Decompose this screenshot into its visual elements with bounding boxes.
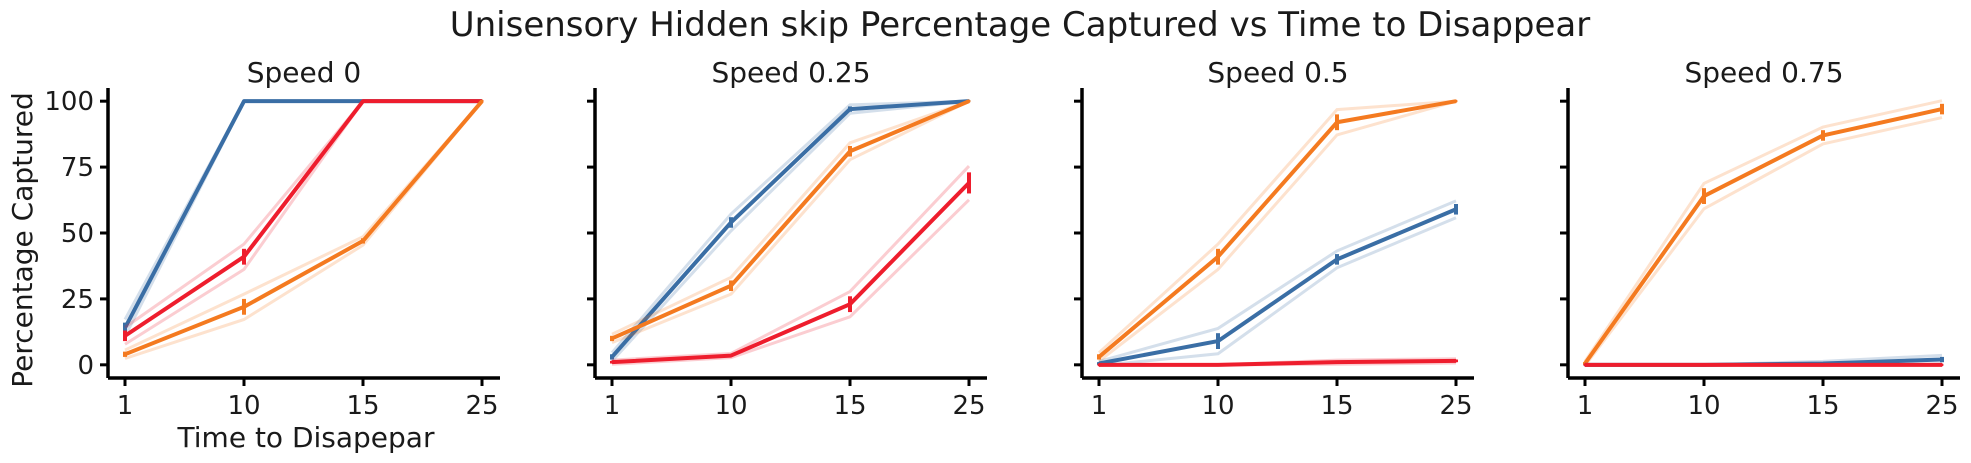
series-line [1097,99,1457,359]
chart-panel: Speed 0.25 1 10 15 25 [587,56,987,421]
data-point [123,352,127,356]
data-point [610,360,614,364]
series-band-upper [124,99,482,329]
series-band-lower [1098,216,1457,368]
data-point [361,99,365,103]
panels: Speed 0 0 25 50 75 100 1 10 15 25 Speed 0.25 1 10 15 2… [44,56,1960,421]
x-tick-label: 15 [1320,391,1353,421]
x-tick-label: 25 [952,391,985,421]
y-tick-label: 0 [77,351,94,381]
data-point [1216,255,1220,259]
x-tick-label: 10 [714,391,747,421]
series-band-lower [1098,99,1457,363]
data-point [1940,363,1944,367]
y-axis-label: Percentage Captured [6,92,39,388]
data-point [848,107,852,111]
x-tick-label: 10 [227,391,260,421]
data-point [610,336,614,340]
data-point [1821,133,1825,137]
series-line [124,99,484,357]
x-tick-label: 15 [833,391,866,421]
figure-title: Unisensory Hidden skip Percentage Captur… [450,5,1591,45]
x-tick-label: 1 [1577,391,1594,421]
series-band-upper [1097,99,1457,354]
x-tick-label: 25 [1925,391,1958,421]
chart-panel: Speed 0.5 1 10 15 25 [1074,56,1474,421]
series-line [610,99,970,359]
x-tick-label: 10 [1201,391,1234,421]
series-band-lower [611,99,970,345]
series-line [611,99,970,341]
data-point [1454,359,1458,363]
data-point [610,355,614,359]
data-point [1097,355,1101,359]
data-point [480,99,484,103]
data-point [1335,120,1339,124]
data-point [1097,363,1101,367]
data-point [1454,99,1458,103]
data-point [1335,257,1339,261]
y-tick-label: 50 [61,219,94,249]
data-point [123,326,127,330]
y-tick-label: 25 [61,285,94,315]
data-point [1821,363,1825,367]
data-point [1216,363,1220,367]
y-tick-label: 100 [44,87,94,117]
series-band-lower [611,198,971,366]
series-band-lower [1583,116,1943,367]
y-tick-label: 75 [61,153,94,183]
data-point [242,99,246,103]
chart-panel: Speed 0.75 1 10 15 25 [1560,56,1960,421]
series-line [1098,207,1457,366]
x-tick-label: 1 [604,391,621,421]
x-tick-label: 15 [1806,391,1839,421]
series-band-upper [123,99,482,321]
panel-title: Speed 0.5 [1207,56,1348,89]
x-tick-label: 1 [1091,391,1108,421]
data-point [1940,358,1944,362]
series-band-upper [1098,199,1457,363]
data-point [242,255,246,259]
data-point [1702,194,1706,198]
panel-title: Speed 0 [247,56,362,89]
data-point [729,354,733,358]
x-axis-label: Time to Disapepar [177,421,435,454]
series-line [1583,107,1943,365]
series-band-upper [610,99,970,354]
data-point [967,99,971,103]
data-point [361,239,365,243]
series-band-lower [610,99,970,363]
x-tick-label: 15 [346,391,379,421]
x-tick-label: 10 [1687,391,1720,421]
data-point [1702,363,1706,367]
data-point [848,149,852,153]
data-point [123,334,127,338]
panel-title: Speed 0.75 [1684,56,1843,89]
data-point [1583,363,1587,367]
data-point [729,220,733,224]
series-band-upper [1583,99,1943,363]
series-line [1099,358,1457,367]
series-line [123,99,482,338]
series-band-upper [611,99,970,336]
data-point [729,284,733,288]
panel-title: Speed 0.25 [711,56,870,89]
data-point [1454,207,1458,211]
series-line [123,99,482,329]
series-band-upper [611,165,971,362]
series-line [611,181,971,365]
data-point [967,181,971,185]
data-point [1940,107,1944,111]
x-tick-label: 25 [465,391,498,421]
x-tick-label: 25 [1439,391,1472,421]
chart-panel: Speed 0 0 25 50 75 100 1 10 15 25 [44,56,500,421]
data-point [242,305,246,309]
x-tick-label: 1 [117,391,134,421]
data-point [1335,360,1339,364]
data-point [1216,339,1220,343]
data-point [848,302,852,306]
